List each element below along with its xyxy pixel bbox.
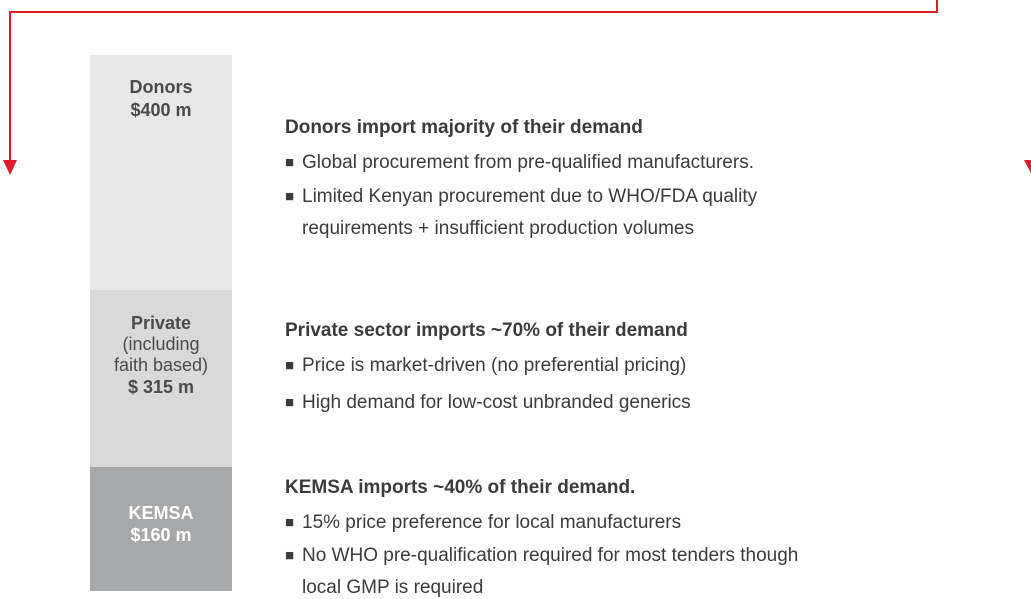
- bullet-text: local GMP is required: [302, 577, 484, 598]
- segment-block: [90, 290, 232, 467]
- segment-label: $160 m: [130, 525, 192, 545]
- segment-label: $400 m: [130, 100, 192, 120]
- section-heading: KEMSA imports ~40% of their demand.: [285, 477, 636, 498]
- segment-label: (including: [122, 334, 200, 354]
- arrow-head: [1024, 160, 1031, 173]
- bullet-text: 15% price preference for local manufactu…: [302, 512, 682, 533]
- bullet-marker: ■: [285, 188, 295, 205]
- bullet-marker: ■: [285, 514, 295, 531]
- bullet-marker: ■: [285, 394, 295, 411]
- bullet-marker: ■: [285, 154, 295, 171]
- segment-label: $ 315 m: [127, 377, 195, 397]
- bullet-text: requirements + insufficient production v…: [302, 218, 694, 239]
- segment-label: Donors: [129, 77, 193, 97]
- segment-block: [90, 55, 232, 290]
- arrow-head: [3, 160, 17, 175]
- section-heading: Donors import majority of their demand: [285, 117, 643, 138]
- segment-label: Private: [130, 313, 192, 333]
- arrow-line: [9, 0, 938, 163]
- section-heading: Private sector imports ~70% of their dem…: [285, 320, 688, 341]
- segment-label: faith based): [113, 355, 209, 375]
- bullet-marker: ■: [285, 547, 295, 564]
- segment-block: [90, 467, 232, 591]
- bullet-marker: ■: [285, 357, 295, 374]
- bullet-text: Price is market-driven (no preferential …: [302, 355, 687, 376]
- bullet-text: No WHO pre-qualification required for mo…: [302, 545, 799, 566]
- bullet-text: High demand for low-cost unbranded gener…: [302, 392, 691, 413]
- bullet-text: Global procurement from pre-qualified ma…: [302, 152, 754, 173]
- segment-label: KEMSA: [128, 503, 194, 523]
- bullet-text: Limited Kenyan procurement due to WHO/FD…: [302, 186, 758, 207]
